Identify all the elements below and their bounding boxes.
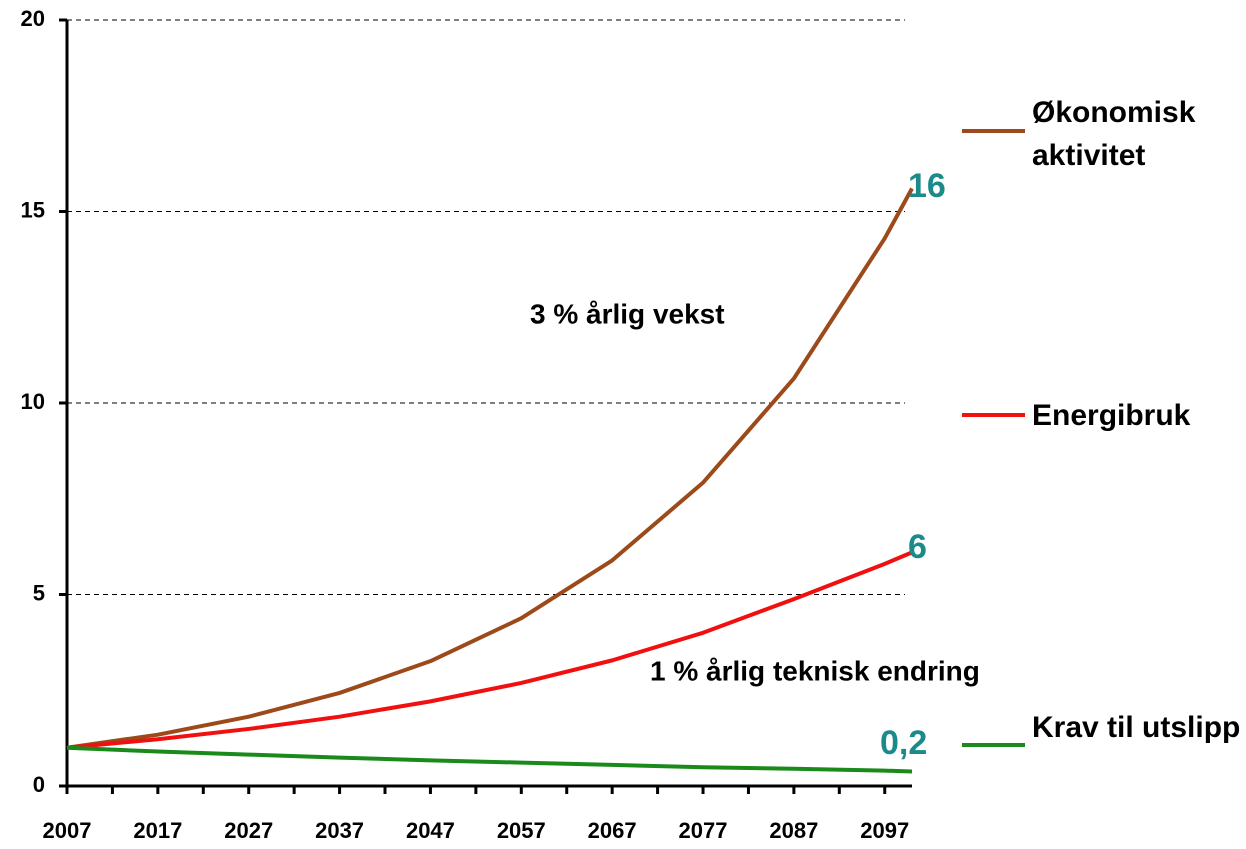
legend-label: Energibruk	[1032, 399, 1191, 432]
x-tick-label: 2077	[679, 818, 728, 843]
y-tick-label: 15	[21, 197, 45, 222]
x-tick-label: 2037	[315, 818, 364, 843]
end-label: 16	[908, 167, 946, 205]
x-tick-label: 2057	[497, 818, 546, 843]
x-tick-label: 2017	[133, 818, 182, 843]
legend-label: Krav til utslipp	[1032, 711, 1241, 744]
x-tick-label: 2097	[860, 818, 909, 843]
x-tick-label: 2087	[769, 818, 818, 843]
y-tick-label: 20	[21, 6, 45, 31]
annotation: 1 % årlig teknisk endring	[650, 655, 980, 686]
x-tick-label: 2007	[43, 818, 92, 843]
x-tick-label: 2067	[588, 818, 637, 843]
series-line	[66, 550, 913, 750]
series-line	[66, 745, 913, 774]
end-label: 0,2	[880, 724, 927, 762]
end-label: 6	[908, 528, 927, 566]
legend-label: Økonomisk aktivitet	[1032, 96, 1196, 172]
annotation: 3 % årlig vekst	[530, 298, 725, 329]
y-tick-label: 5	[33, 580, 45, 605]
series-line	[66, 187, 914, 750]
y-tick-label: 0	[33, 772, 45, 797]
y-tick-label: 10	[21, 389, 45, 414]
x-tick-label: 2027	[224, 818, 273, 843]
x-tick-label: 2047	[406, 818, 455, 843]
